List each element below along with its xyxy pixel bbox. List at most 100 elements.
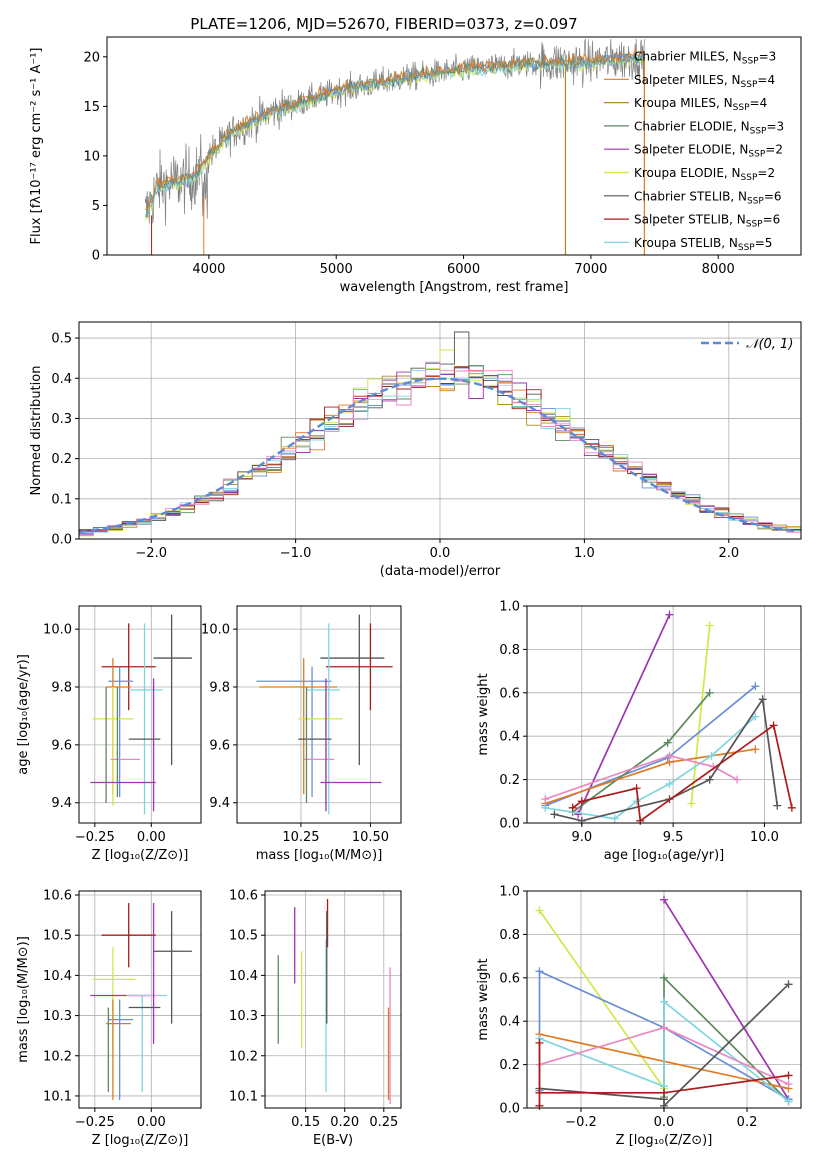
x-tick-label: 1.0 [574, 546, 595, 561]
chart-weight_vs_age: 9.0 9.5 10.0 0.0 0.2 0.4 0.6 0.8 1.0 age [log₁₀(a… [476, 600, 802, 863]
y-tick-label: 10 [83, 149, 100, 164]
mass-weight-marker [577, 797, 586, 806]
y-tick-label: 0.2 [51, 452, 72, 467]
y-tick-label: 10.5 [229, 929, 258, 944]
mass-weight-marker [665, 779, 674, 788]
chart-mass_vs_ebv: 0.15 0.20 0.25 10.1 10.2 10.3 10.4 10.5 10.6 E(B-… [229, 889, 402, 1148]
x-tick-label: 6000 [447, 262, 480, 277]
mass-weight-marker [705, 688, 714, 697]
mass-weight-marker [632, 784, 641, 793]
legend-label: Salpeter MILES, NSSP=4 [634, 73, 775, 90]
mass-weight-marker [707, 751, 716, 760]
y-tick-label: 0.3 [51, 412, 72, 427]
y-tick-label: 10.1 [229, 1089, 258, 1104]
y-tick-label: 0.8 [499, 643, 520, 658]
x-tick-label: 0.0 [654, 1115, 675, 1130]
x-tick-label: 0.15 [291, 1115, 320, 1130]
mass-weight-marker [787, 803, 796, 812]
x-tick-label: 10.50 [352, 830, 389, 845]
legend-label-suffix: =3 [759, 50, 777, 64]
x-tick-label: −0.25 [75, 1115, 115, 1130]
mass-weight-marker [660, 1088, 668, 1097]
x-tick-label: 8000 [702, 262, 735, 277]
legend-label: Salpeter STELIB, NSSP=6 [634, 213, 780, 230]
mass-weight-marker [541, 803, 550, 812]
legend-label: Salpeter ELODIE, NSSP=2 [634, 143, 783, 160]
y-axis-label: mass weight [476, 673, 491, 755]
legend-label-text: Chabrier STELIB, N [634, 189, 747, 203]
y-axis-label: mass weight [476, 958, 491, 1040]
legend-label-subscript: SSP [747, 196, 764, 206]
mass-weight-marker [784, 980, 793, 989]
y-tick-label: 0.6 [499, 686, 520, 701]
mass-weight-marker [535, 1101, 544, 1110]
y-tick-label: 10.6 [229, 889, 258, 904]
mass-weight-marker [687, 799, 696, 808]
y-tick-label: 0.0 [51, 533, 72, 548]
mass-weight-marker [535, 1088, 544, 1097]
legend-label: Chabrier MILES, NSSP=3 [634, 50, 776, 67]
legend-label-suffix: =2 [765, 143, 783, 157]
x-axis-label: (data-model)/error [380, 564, 501, 579]
x-tick-label: 10.0 [750, 830, 779, 845]
chart-age_vs_Z: −0.25 0.00 9.4 9.6 9.8 10.0 Z [log₁₀(Z/Z⊙)] age… [16, 605, 202, 863]
y-tick-label: 1.0 [499, 600, 520, 615]
y-tick-label: 10.2 [229, 1049, 258, 1064]
x-tick-label: 0.00 [137, 830, 166, 845]
y-tick-label: 10.0 [201, 623, 230, 638]
y-tick-label: 0.0 [499, 1102, 520, 1117]
x-tick-label: −0.25 [75, 830, 115, 845]
axes-frame [526, 605, 802, 824]
mass-weight-marker [705, 621, 714, 630]
mass-weight-marker [541, 795, 550, 804]
y-tick-label: 10.4 [229, 969, 258, 984]
y-tick-label: 0.2 [499, 1058, 520, 1073]
legend-label-subscript: SSP [746, 220, 763, 230]
mass-weight-marker [665, 610, 674, 619]
x-axis-label: mass [log₁₀(M/M⊙)] [256, 848, 383, 863]
y-tick-label: 0 [92, 249, 100, 264]
y-tick-label: 1.0 [499, 885, 520, 900]
x-tick-label: 0.00 [137, 1115, 166, 1130]
x-tick-label: 10.25 [282, 830, 319, 845]
y-tick-label: 10.0 [43, 623, 72, 638]
legend-label-text: Kroupa ELODIE, N [634, 166, 741, 180]
axes-frame [78, 890, 202, 1109]
mass-weight-marker [535, 906, 544, 915]
legend-label: 𝒩(0, 1) [746, 337, 793, 352]
chart-mass_vs_Z: −0.25 0.00 10.1 10.2 10.3 10.4 10.5 10.6 Z [log₁… [16, 889, 202, 1148]
chart-residuals: 𝒩(0, 1) −2.0 −1.0 0.0 1.0 2.0 0.0 0.1 0.2 0.3 0.4 0… [29, 321, 802, 579]
y-tick-label: 0.2 [499, 773, 520, 788]
legend-label: Chabrier STELIB, NSSP=6 [634, 189, 782, 206]
x-tick-label: 2.0 [718, 546, 739, 561]
y-tick-label: 9.4 [209, 796, 230, 811]
y-tick-label: 10.1 [43, 1089, 72, 1104]
y-tick-label: 9.6 [51, 738, 72, 753]
x-tick-label: 0.25 [369, 1115, 398, 1130]
legend-label-text: Salpeter ELODIE, N [634, 143, 748, 157]
mass-weight-marker [660, 895, 668, 904]
x-axis-label: E(B-V) [313, 1133, 353, 1148]
mass-weight-marker [660, 997, 668, 1006]
x-tick-label: 7000 [574, 262, 607, 277]
legend-label: Chabrier ELODIE, NSSP=3 [634, 119, 784, 136]
legend-label: Kroupa ELODIE, NSSP=2 [634, 166, 775, 183]
x-axis-label: Z [log₁₀(Z/Z⊙)] [616, 1133, 713, 1148]
legend-label-text: Salpeter STELIB, N [634, 213, 746, 227]
legend-label-text: Kroupa STELIB, N [634, 236, 738, 250]
y-tick-label: 0.4 [51, 372, 72, 387]
mass-weight-series-line [577, 614, 671, 815]
y-tick-label: 0.1 [51, 492, 72, 507]
legend-label-subscript: SSP [741, 80, 758, 90]
y-axis-label: Flux [fλ10⁻¹⁷ erg cm⁻² s⁻¹ A⁻¹] [29, 48, 44, 245]
y-axis-label: mass [log₁₀(M/M⊙)] [16, 936, 31, 1063]
model-spectrum-line [144, 47, 645, 211]
x-tick-label: 9.0 [571, 830, 592, 845]
mass-weight-marker [535, 1038, 544, 1047]
y-tick-label: 0.4 [499, 1015, 520, 1030]
chart-weight_vs_Z: −0.2 0.0 0.2 0.0 0.2 0.4 0.6 0.8 1.0 Z [log₁₀(Z/Z… [476, 885, 802, 1148]
mass-weight-marker [660, 973, 668, 982]
y-axis-label: age [log₁₀(age/yr)] [16, 654, 31, 775]
mass-weight-marker [769, 721, 778, 730]
